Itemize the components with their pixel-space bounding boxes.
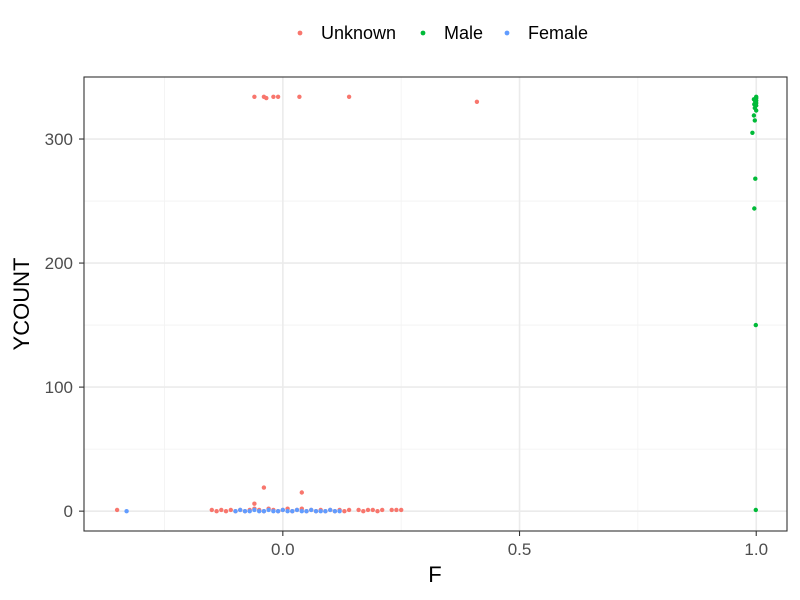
point-female-10 (275, 509, 281, 514)
point-unknown-38 (375, 509, 380, 514)
minor-gridlines (84, 77, 787, 531)
point-unknown-47 (275, 94, 281, 100)
point-male-10 (751, 113, 757, 118)
point-female-5 (252, 507, 257, 513)
legend-key-female (504, 30, 510, 36)
x-tick-label-1: 0.5 (508, 540, 532, 559)
point-unknown-23 (299, 490, 304, 495)
point-male-15 (753, 322, 758, 328)
point-unknown-39 (380, 507, 385, 513)
y-tick-label-0: 0 (64, 502, 73, 521)
point-female-13 (290, 509, 295, 514)
legend-key-unknown (297, 30, 303, 36)
point-unknown-33 (346, 507, 352, 513)
point-unknown-32 (342, 509, 347, 514)
point-unknown-40 (389, 507, 394, 513)
point-female-21 (328, 507, 333, 513)
point-unknown-1 (209, 507, 214, 513)
point-female-8 (266, 507, 271, 513)
plot-panel (84, 77, 787, 531)
legend-key-male (420, 30, 426, 36)
point-unknown-49 (346, 94, 352, 100)
point-unknown-41 (394, 507, 399, 513)
point-female-23 (337, 509, 342, 514)
point-unknown-36 (365, 507, 371, 513)
point-unknown-3 (219, 507, 224, 513)
point-male-13 (753, 176, 758, 181)
point-female-14 (294, 507, 300, 513)
point-female-17 (309, 507, 314, 513)
point-female-1 (233, 509, 238, 514)
point-unknown-34 (356, 507, 361, 513)
data-points (114, 94, 759, 514)
x-axis: 0.0 0.5 1.0 (271, 531, 768, 559)
legend-label-unknown: Unknown (321, 23, 396, 43)
point-female-19 (318, 509, 323, 514)
point-unknown-11 (252, 501, 257, 506)
point-unknown-43 (252, 94, 257, 100)
point-male-11 (752, 118, 757, 123)
point-unknown-42 (399, 507, 404, 513)
y-tick-label-2: 200 (45, 254, 73, 273)
point-female-3 (242, 509, 248, 514)
point-female-11 (280, 507, 285, 513)
point-male-9 (754, 108, 759, 113)
point-female-2 (238, 507, 243, 513)
plot-border (83, 76, 788, 532)
major-gridlines (84, 77, 787, 531)
point-male-16 (753, 507, 758, 513)
y-axis: 0 100 200 300 (45, 130, 84, 521)
x-tick-label-2: 1.0 (744, 540, 768, 559)
point-unknown-48 (297, 94, 302, 100)
point-female-18 (313, 509, 319, 514)
point-unknown-2 (214, 509, 219, 514)
point-female-0 (124, 509, 129, 514)
point-unknown-4 (223, 509, 229, 514)
point-male-14 (752, 206, 757, 211)
point-unknown-50 (474, 99, 480, 105)
point-unknown-0 (114, 507, 120, 513)
y-axis-title: YCOUNT (9, 258, 34, 351)
point-female-9 (271, 509, 276, 514)
point-unknown-46 (271, 94, 276, 100)
point-unknown-5 (228, 507, 233, 513)
point-female-15 (299, 509, 304, 514)
point-female-7 (261, 509, 267, 514)
legend: Unknown Male Female (297, 23, 588, 43)
legend-label-female: Female (528, 23, 588, 43)
point-unknown-37 (370, 507, 375, 513)
x-axis-title: F (428, 562, 441, 587)
point-unknown-45 (264, 95, 269, 101)
point-unknown-35 (361, 509, 366, 514)
point-male-12 (750, 130, 755, 135)
point-female-22 (332, 509, 338, 514)
point-unknown-14 (261, 485, 267, 490)
y-tick-label-3: 300 (45, 130, 73, 149)
point-female-4 (247, 509, 252, 514)
point-female-12 (285, 509, 290, 514)
point-female-20 (323, 509, 328, 514)
point-female-6 (257, 509, 262, 514)
point-female-16 (304, 509, 309, 514)
x-tick-label-0: 0.0 (271, 540, 295, 559)
y-tick-label-1: 100 (45, 378, 73, 397)
legend-label-male: Male (444, 23, 483, 43)
